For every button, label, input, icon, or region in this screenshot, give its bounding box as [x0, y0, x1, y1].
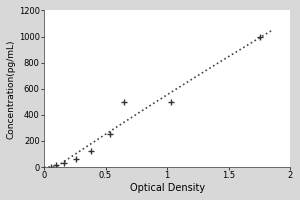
X-axis label: Optical Density: Optical Density: [130, 183, 205, 193]
Y-axis label: Concentration(pg/mL): Concentration(pg/mL): [7, 39, 16, 139]
